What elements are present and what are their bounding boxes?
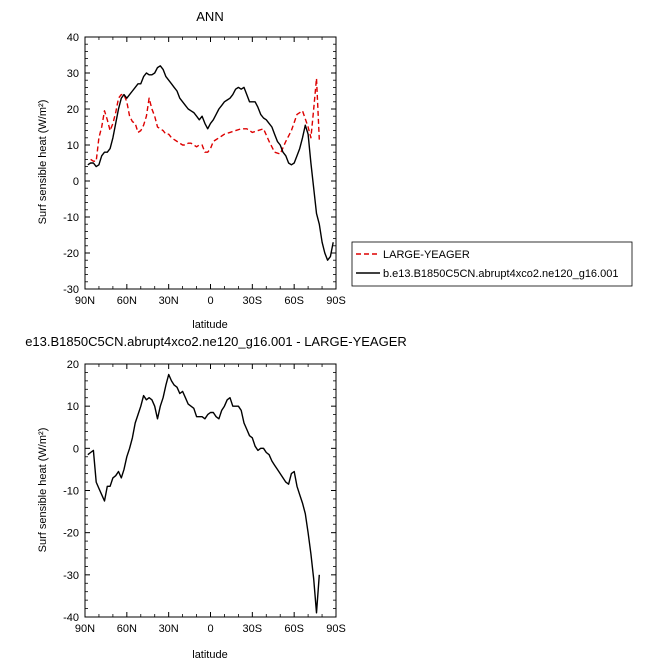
chart-bottom-xlabel: latitude: [192, 649, 227, 661]
chart-bottom-xtick-label: 30N: [159, 623, 179, 635]
chart-top-plot-area: 90N 60N 30N 0 30S 60S 90S -30 -20 -10 0 10 20 30 40: [63, 32, 346, 307]
chart-top-title: ANN: [196, 9, 223, 24]
chart-bottom-ytick-label: -40: [63, 612, 79, 624]
chart-bottom-ytick-label: -30: [63, 570, 79, 582]
chart-bottom-ytick-label: 0: [73, 443, 79, 455]
chart-top-xtick-label: 60N: [117, 295, 137, 307]
chart-top-ytick-label: 10: [67, 140, 79, 152]
chart-top-xlabel: latitude: [192, 319, 227, 331]
legend-box: [351, 241, 633, 287]
chart-bottom-xtick-label: 90S: [326, 623, 346, 635]
chart-bottom-xtick-label: 0: [207, 623, 213, 635]
chart-bottom-ylabel: Surf sensible heat (W/m²): [37, 428, 49, 553]
chart-top-xtick-label: 60S: [284, 295, 304, 307]
chart-bottom-ytick-label: 10: [67, 401, 79, 413]
chart-top-legend: LARGE-YEAGER b.e13.B1850C5CN.abrupt4xco2…: [351, 241, 633, 287]
chart-top-series-1-line: [90, 77, 320, 162]
chart-top-xtick-label: 90N: [75, 295, 95, 307]
chart-top-ytick-label: 20: [67, 104, 79, 116]
chart-top-xtick-label: 0: [207, 295, 213, 307]
chart-bottom-xtick-label: 60S: [284, 623, 304, 635]
chart-bottom-series-1-line: [87, 373, 320, 614]
chart-top-ytick-label: 0: [73, 176, 79, 188]
chart-top-xtick-label: 30N: [159, 295, 179, 307]
chart-top-xtick-label: 30S: [243, 295, 263, 307]
chart-top-ytick-label: 30: [67, 68, 79, 80]
legend-label-large-yeager: LARGE-YEAGER: [383, 249, 470, 261]
chart-bottom-ytick-label: -20: [63, 528, 79, 540]
chart-top-ytick-label: 40: [67, 32, 79, 44]
chart-bottom-title: e13.B1850C5CN.abrupt4xco2.ne120_g16.001 …: [25, 334, 407, 349]
chart-bottom-xtick-label: 30S: [243, 623, 263, 635]
chart-top: ANN 90N 60N 30N 0 30S 60S 90S -30 -20 -10 0 10 20 30 4…: [37, 9, 633, 331]
chart-bottom: e13.B1850C5CN.abrupt4xco2.ne120_g16.001 …: [25, 334, 407, 661]
chart-top-ytick-label: -10: [63, 212, 79, 224]
chart-bottom-xtick-label: 60N: [117, 623, 137, 635]
chart-top-xtick-label: 90S: [326, 295, 346, 307]
chart-top-ylabel: Surf sensible heat (W/m²): [37, 100, 49, 225]
chart-top-frame: [84, 36, 337, 290]
chart-bottom-xtick-label: 90N: [75, 623, 95, 635]
legend-label-b-e13: b.e13.B1850C5CN.abrupt4xco2.ne120_g16.00…: [383, 268, 618, 280]
chart-top-series-2-line: [87, 65, 334, 261]
chart-top-ytick-label: -30: [63, 284, 79, 296]
chart-bottom-ytick-label: -10: [63, 486, 79, 498]
chart-bottom-ytick-label: 20: [67, 359, 79, 371]
chart-top-ytick-label: -20: [63, 248, 79, 260]
chart-bottom-plot-area: 90N 60N 30N 0 30S 60S 90S -40 -30 -20 -10 0 10 20: [63, 359, 346, 635]
